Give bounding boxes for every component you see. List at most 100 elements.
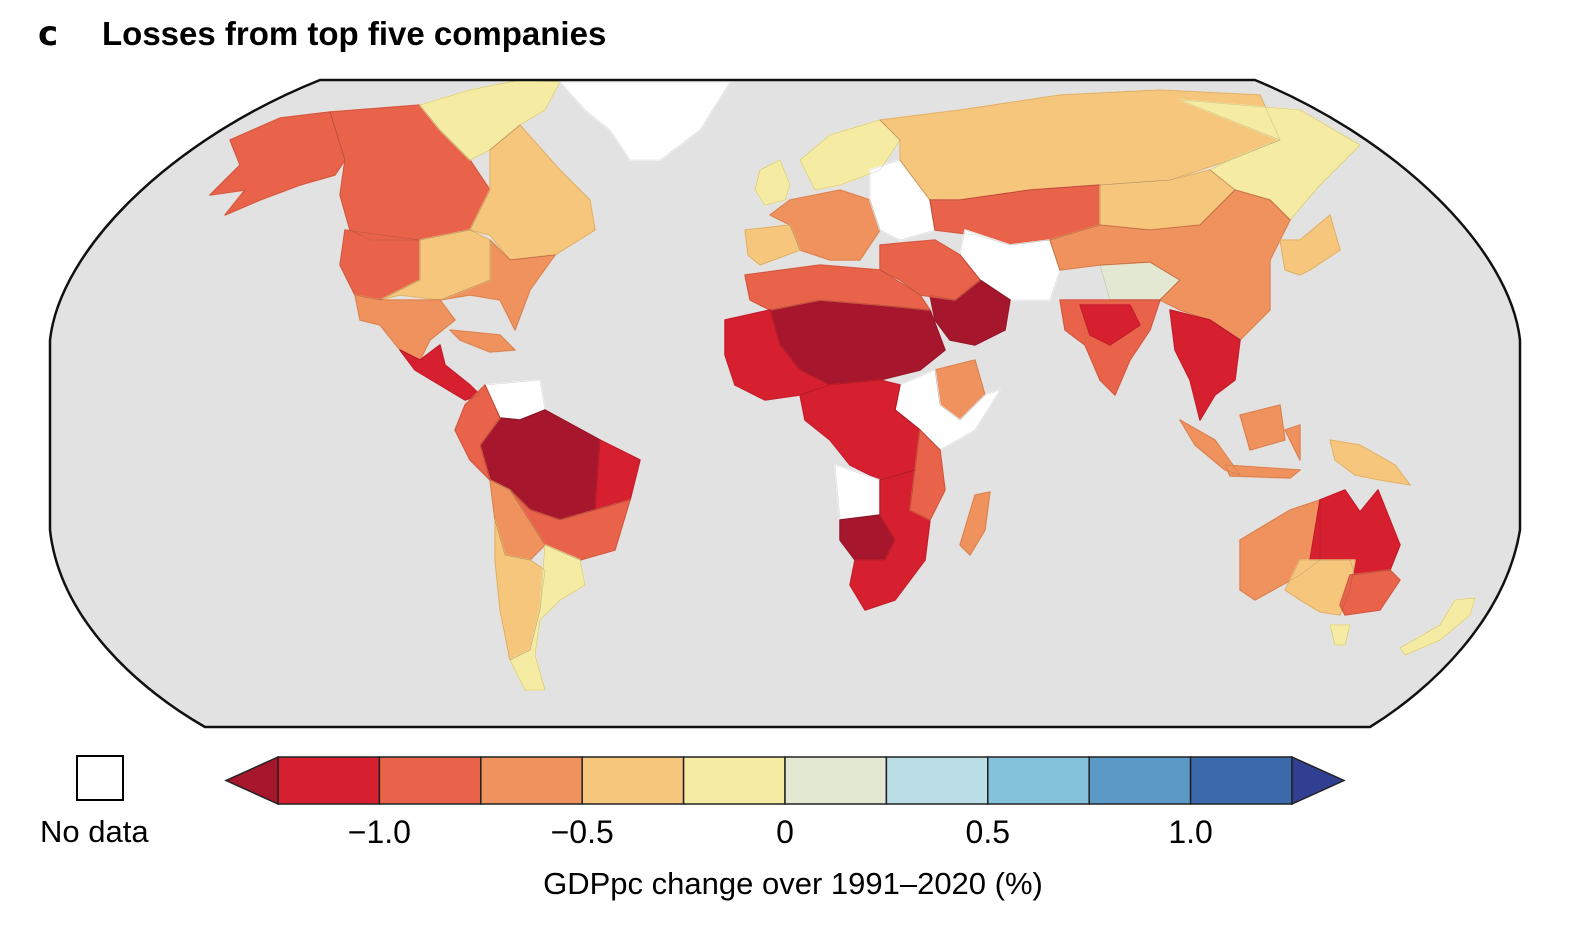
map-region-north-africa-coast [744,264,931,311]
region-border [419,80,561,161]
region-border [1179,99,1361,221]
map-region-china [1049,189,1291,341]
region-border [909,429,946,521]
world-map [48,78,1522,729]
region-border [799,119,901,191]
map-region-colombia-ecuador-peru-coast [454,384,501,481]
region-border [594,439,641,511]
map-region-alaska [209,111,346,216]
region-border [484,379,546,421]
colorbar-label-wrap: GDPpc change over 1991–2020 (%) [0,866,1574,902]
colorbar-tick-label: −1.0 [347,814,411,850]
colorbar-bin [480,756,583,805]
region-border [479,409,601,521]
region-border [934,359,986,421]
region-border [339,229,421,301]
no-data-swatch [76,755,124,801]
figure-title: Losses from top five companies [102,15,607,52]
map-region-central-america [399,344,481,401]
region-border [439,239,556,331]
region-border [1279,214,1341,276]
region-border [1329,439,1411,486]
colorbar-tick-label: 1.0 [1168,814,1213,850]
region-border [1179,404,1301,479]
region-border [894,369,1001,451]
region-border [959,229,1061,301]
region-border [379,229,491,301]
map-region-madagascar [959,491,991,556]
region-border [744,224,801,266]
region-border [879,239,981,301]
colorbar-tick-label: 0 [776,814,794,850]
region-border [1239,499,1321,601]
region-border [1079,304,1141,346]
region-border [834,464,881,521]
map-region-southeast-asia-mainland [1169,309,1241,421]
region-border [839,514,896,561]
map-region-uk-ireland [754,159,791,206]
map-region-new-zealand-tasmania [1329,597,1476,656]
region-border [329,104,491,241]
region-border [849,469,931,611]
region-border [1169,309,1241,421]
region-border [1099,261,1181,301]
region-border [744,264,931,311]
colorbar-bin [682,756,786,805]
region-border [1049,189,1291,341]
no-data-label: No data [40,814,149,849]
colorbar-tick-label: −0.5 [550,814,614,850]
region-border [1284,559,1356,616]
map-region-new-guinea [1329,439,1411,486]
region-border [494,519,546,661]
region-border [769,299,946,386]
map-region-canadian-arctic-northern-canada [419,80,561,161]
region-border [399,344,481,401]
region-border [769,189,881,261]
colorbar-bin [378,756,482,805]
region-border [469,124,596,261]
region-border [959,491,991,556]
region-border [509,489,631,561]
map-region-new-south-wales-victoria [1339,569,1401,616]
colorbar-bin [1088,756,1192,805]
colorbar-bin [987,756,1090,805]
colorbar-bin [277,756,381,805]
region-border [354,294,456,361]
map-region-indonesia-borneo [1179,404,1301,479]
colorbar-bin [885,756,989,805]
map-region-northern-india [1079,304,1141,346]
colorbar-extend-low-arrow [224,755,279,806]
region-border [449,329,516,353]
map-region-patagonia-uruguay [509,544,586,691]
region-border [209,111,346,216]
region-border [929,279,1011,346]
map-frame-outline [48,78,1522,729]
colorbar-bin [1189,756,1293,805]
map-region-mexico [354,294,456,361]
map-region-south-australia [1284,559,1356,616]
map-region-greenland [559,81,731,161]
map-region-scandinavia [799,119,901,191]
colorbar-bin [581,756,685,805]
region-border [869,159,936,241]
panel-letter: c [38,14,58,54]
region-border [1099,169,1236,231]
region-border [559,81,731,161]
colorbar-extend-high-arrow [1291,755,1346,806]
region-border [509,544,586,691]
region-border [454,384,501,482]
region-border [879,89,1281,201]
map-region-iberia [744,224,801,266]
region-border [929,184,1101,246]
colorbar-label: GDPpc change over 1991–2020 (%) [543,866,1043,901]
region-border [724,309,831,401]
colorbar-bin [784,756,888,805]
region-border [1059,299,1161,396]
colorbar-tick-label: 0.5 [965,814,1011,850]
map-region-caribbean [449,329,516,353]
region-border [1329,597,1476,656]
map-regions [209,80,1476,691]
region-border [799,379,921,481]
map-region-east-africa [909,429,946,521]
map-region-korea-japan [1279,214,1341,276]
